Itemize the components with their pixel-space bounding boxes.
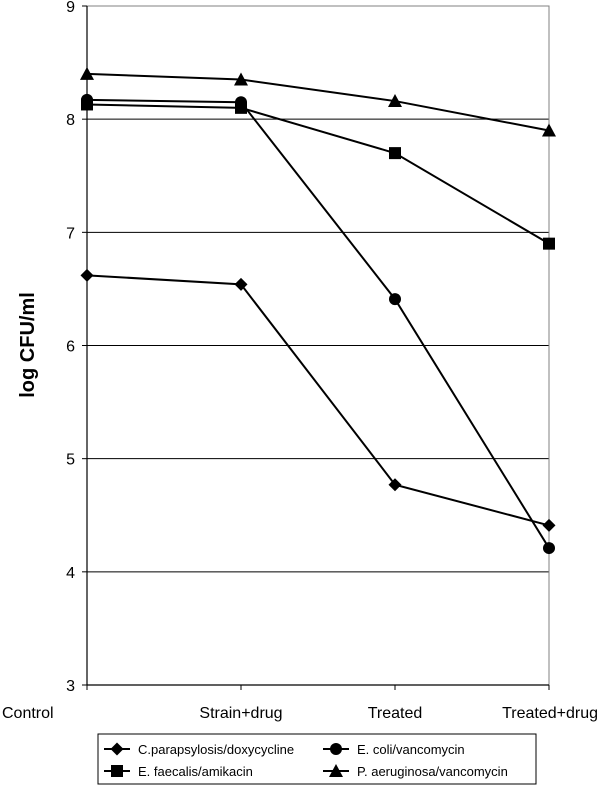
legend-box xyxy=(97,733,537,785)
y-tick-label: 7 xyxy=(66,225,75,242)
gridlines xyxy=(87,118,549,573)
series-lines xyxy=(80,66,556,555)
series-line xyxy=(86,72,550,132)
series-diamond xyxy=(80,268,556,532)
legend-item: E. faecalis/amikacin xyxy=(104,764,253,779)
data-point-circle xyxy=(543,542,555,555)
legend-label: C.parapsylosis/doxycycline xyxy=(138,742,294,757)
x-tick-label: Control xyxy=(2,705,54,722)
data-point-square xyxy=(81,98,93,111)
x-tick-label: Strain+drug xyxy=(199,705,282,722)
y-tick-label: 8 xyxy=(66,112,75,129)
data-point-diamond xyxy=(234,277,248,291)
series-triangle xyxy=(80,66,556,137)
legend-marker-diamond xyxy=(110,742,124,756)
legend-item: P. aeruginosa/vancomycin xyxy=(323,764,508,779)
series-line xyxy=(86,98,550,549)
x-tick-label: Treated xyxy=(368,705,423,722)
data-point-triangle xyxy=(388,94,402,108)
legend-label: E. coli/vancomycin xyxy=(357,742,465,757)
data-point-triangle xyxy=(542,123,556,137)
legend: C.parapsylosis/doxycycline E. coli/vancom… xyxy=(97,733,537,785)
legend-item: C.parapsylosis/doxycycline xyxy=(104,742,294,757)
data-point-square xyxy=(389,147,401,160)
series-line xyxy=(86,274,550,527)
legend-label: E. faecalis/amikacin xyxy=(138,764,253,779)
y-tick-label: 5 xyxy=(66,452,75,469)
data-point-triangle xyxy=(234,72,248,86)
y-tick-label: 6 xyxy=(66,339,75,356)
legend-marker-circle xyxy=(330,743,342,755)
series-circle xyxy=(81,93,555,555)
legend-item: E. coli/vancomycin xyxy=(323,742,465,757)
x-tick-label: Treated+drug xyxy=(502,705,598,722)
y-tick-label: 3 xyxy=(66,678,75,695)
data-point-circle xyxy=(389,293,401,306)
legend-label: P. aeruginosa/vancomycin xyxy=(357,764,508,779)
y-axis: 3 4 5 6 7 8 9 xyxy=(66,0,88,695)
series-square xyxy=(81,98,555,250)
y-tick-label: 4 xyxy=(66,565,75,582)
data-point-square xyxy=(235,101,247,114)
legend-marker-triangle xyxy=(329,764,343,777)
x-axis: Control Strain+drug Treated Treated+drug xyxy=(2,684,598,722)
y-tick-label: 9 xyxy=(66,0,75,16)
data-point-triangle xyxy=(80,66,94,80)
data-point-diamond xyxy=(388,478,402,492)
y-axis-label: log CFU/ml xyxy=(17,292,39,398)
data-point-diamond xyxy=(542,518,556,532)
data-point-diamond xyxy=(80,268,94,282)
series-line xyxy=(86,103,550,245)
data-point-square xyxy=(543,237,555,250)
legend-marker-square xyxy=(111,765,123,777)
